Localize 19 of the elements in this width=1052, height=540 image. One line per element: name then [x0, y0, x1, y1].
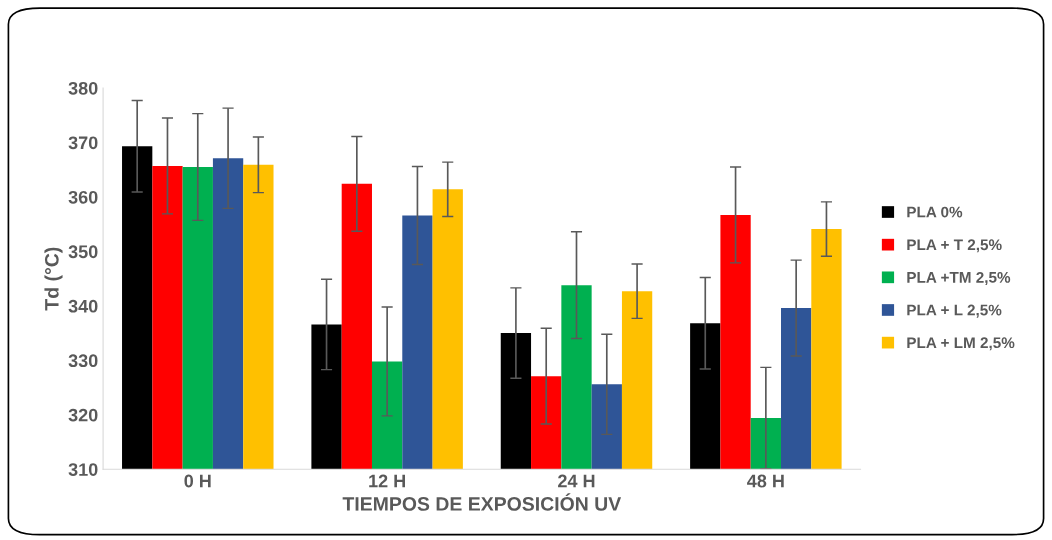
legend-label: PLA +TM 2,5%	[907, 271, 1011, 285]
y-tick-label: 360	[68, 190, 98, 204]
y-tick-label: 380	[68, 81, 98, 95]
y-tick-label: 310	[68, 463, 98, 477]
legend-label: PLA 0%	[907, 206, 963, 218]
y-tick-label: 320	[68, 408, 98, 422]
x-axis-title: TIEMPOS DE EXPOSICIÓN UV	[342, 493, 622, 511]
legend-label: PLA + L 2,5%	[907, 304, 1002, 318]
x-tick-label: 48 H	[747, 474, 784, 488]
y-tick-label: 340	[68, 299, 98, 313]
legend-label: PLA + T 2,5%	[907, 239, 1002, 253]
y-tick-label: 370	[68, 136, 98, 150]
y-axis-title: Td (°C)	[44, 247, 63, 311]
y-tick-label: 330	[68, 354, 98, 368]
x-tick-label: 0 H	[184, 474, 211, 488]
legend-label: PLA + LM 2,5%	[907, 337, 1015, 351]
x-tick-label: 24 H	[558, 474, 595, 488]
y-tick-label: 350	[68, 245, 98, 259]
x-tick-label: 12 H	[369, 474, 405, 488]
